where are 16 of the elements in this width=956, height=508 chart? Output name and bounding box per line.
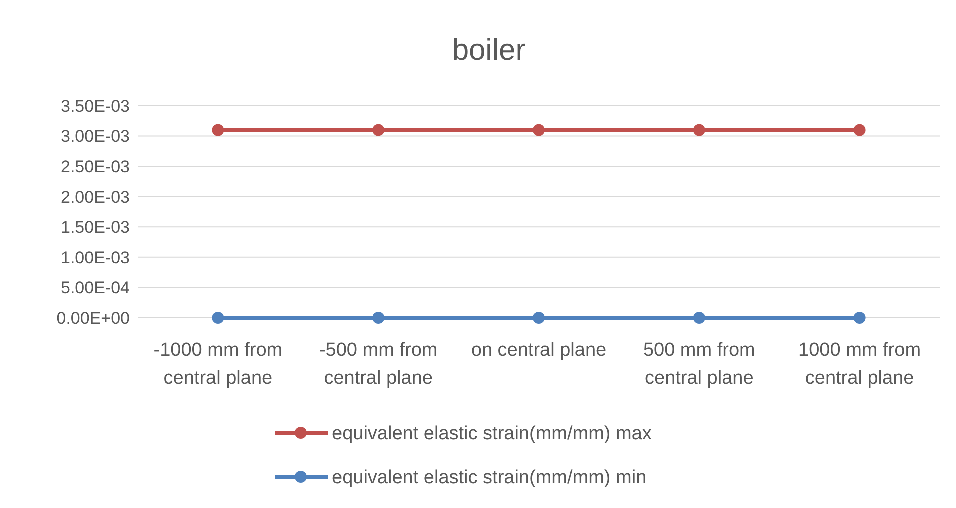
y-tick-label: 2.50E-03 xyxy=(61,158,130,177)
y-tick-label: 3.00E-03 xyxy=(61,127,130,146)
legend-label: equivalent elastic strain(mm/mm) max xyxy=(332,424,652,445)
y-tick-label: 3.50E-03 xyxy=(61,96,130,116)
x-tick-label: 1000 mm from central plane xyxy=(798,340,922,389)
y-tick-label: 1.00E-03 xyxy=(61,248,130,268)
x-tick-label: 500 mm from central plane xyxy=(643,340,756,389)
y-tick-label: 5.00E-04 xyxy=(61,278,130,298)
chart-title: boiler xyxy=(452,34,526,67)
x-tick-label: -500 mm from central plane xyxy=(319,340,438,389)
y-tick-label: 1.50E-03 xyxy=(61,218,130,238)
y-tick-label: 2.00E-03 xyxy=(61,188,130,207)
legend-label: equivalent elastic strain(mm/mm) min xyxy=(332,468,647,489)
x-tick-label: -1000 mm from central plane xyxy=(154,340,283,389)
y-tick-label: 0.00E+00 xyxy=(56,308,130,328)
x-tick-label: on central plane xyxy=(471,340,607,361)
